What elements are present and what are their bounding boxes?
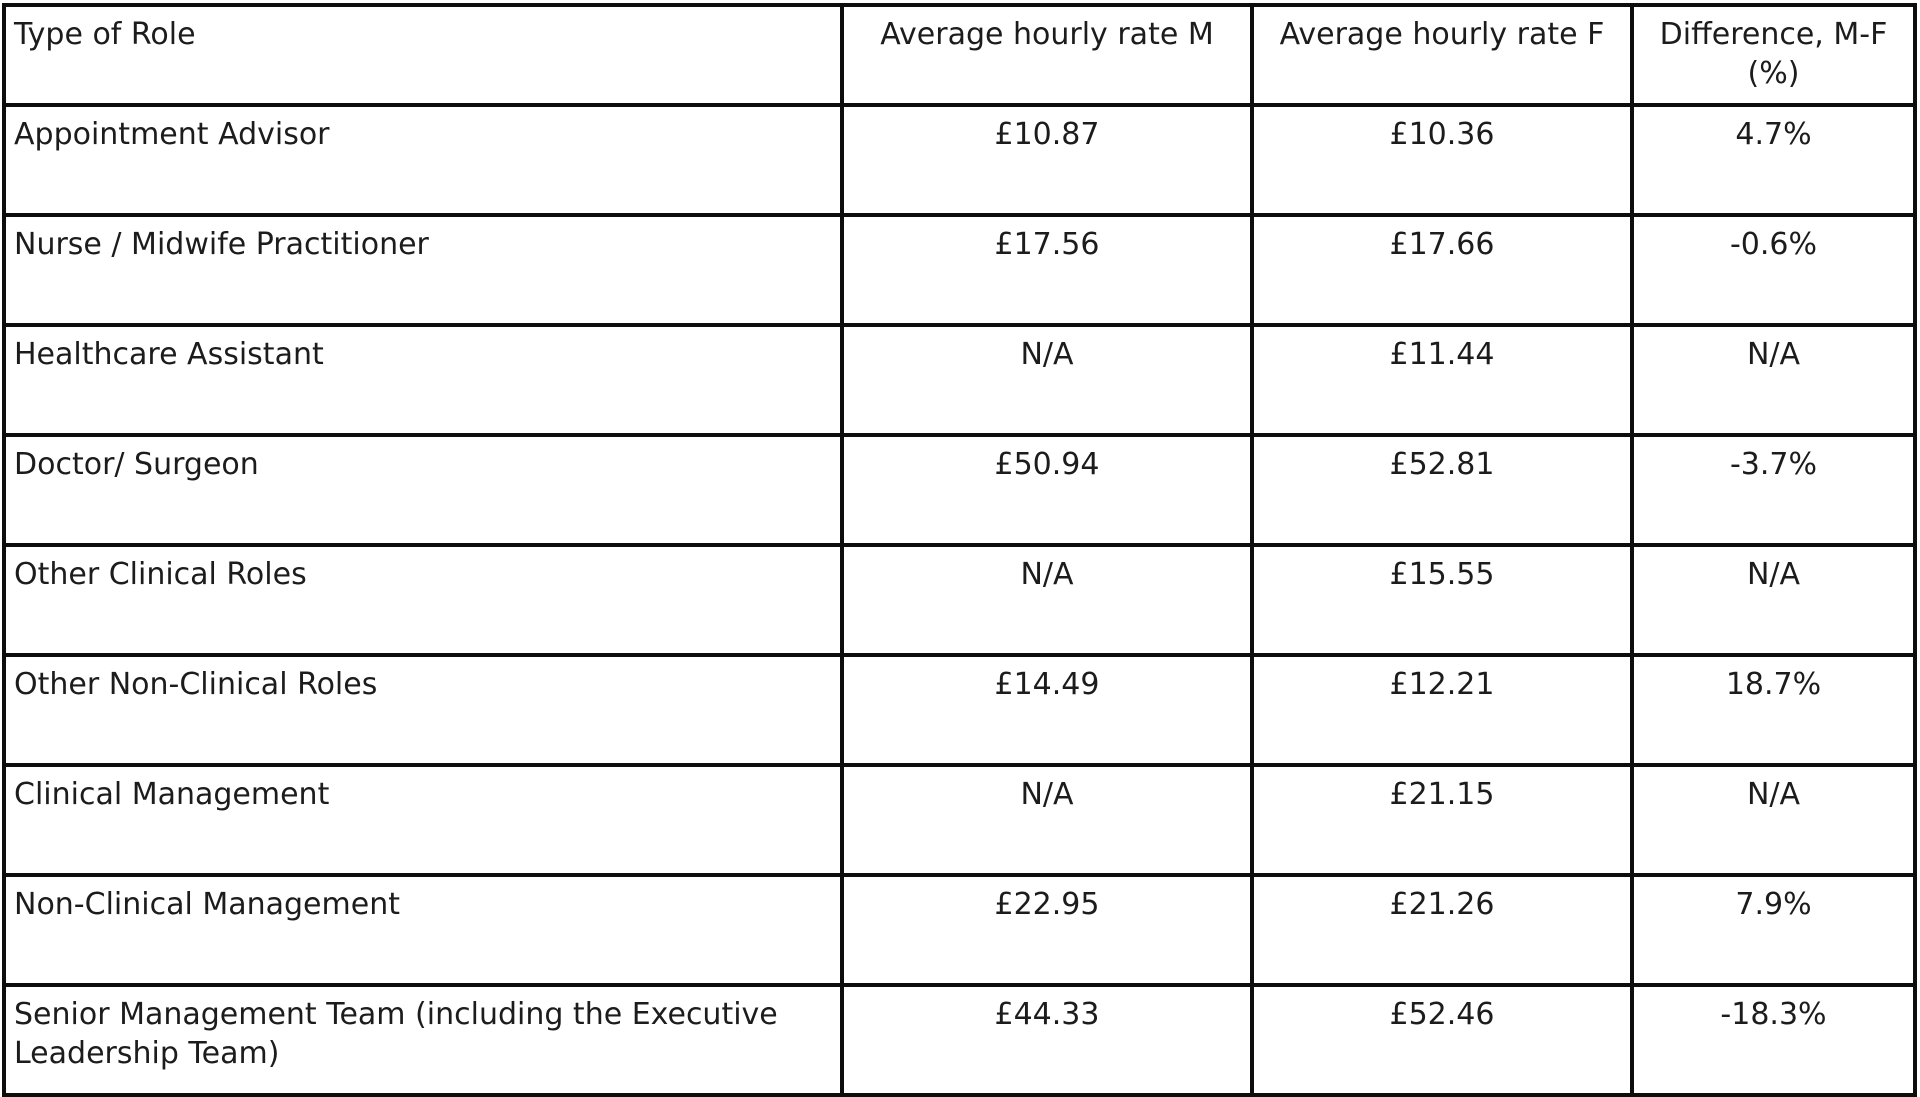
- rate-f-cell: £21.15: [1250, 763, 1634, 877]
- header-difference-m-f: Difference, M-F (%): [1630, 3, 1917, 107]
- table-row: Clinical Management N/A £21.15 N/A: [2, 763, 1917, 877]
- rate-m-cell: £14.49: [840, 653, 1254, 767]
- rate-m-cell: £44.33: [840, 983, 1254, 1097]
- table-header-row: Type of Role Average hourly rate M Avera…: [2, 3, 1917, 107]
- diff-cell: -18.3%: [1630, 983, 1917, 1097]
- rate-m-cell: £22.95: [840, 873, 1254, 987]
- table-row: Nurse / Midwife Practitioner £17.56 £17.…: [2, 213, 1917, 327]
- rate-f-cell: £11.44: [1250, 323, 1634, 437]
- diff-cell: 4.7%: [1630, 103, 1917, 217]
- rate-m-cell: £50.94: [840, 433, 1254, 547]
- hourly-rate-table: Type of Role Average hourly rate M Avera…: [2, 3, 1917, 1097]
- role-cell: Healthcare Assistant: [2, 323, 844, 437]
- rate-m-cell: N/A: [840, 323, 1254, 437]
- diff-cell: N/A: [1630, 543, 1917, 657]
- rate-f-cell: £21.26: [1250, 873, 1634, 987]
- table-row: Non-Clinical Management £22.95 £21.26 7.…: [2, 873, 1917, 987]
- rate-f-cell: £12.21: [1250, 653, 1634, 767]
- table-row: Other Clinical Roles N/A £15.55 N/A: [2, 543, 1917, 657]
- role-cell: Nurse / Midwife Practitioner: [2, 213, 844, 327]
- table-row: Doctor/ Surgeon £50.94 £52.81 -3.7%: [2, 433, 1917, 547]
- table-row: Other Non-Clinical Roles £14.49 £12.21 1…: [2, 653, 1917, 767]
- role-cell: Other Non-Clinical Roles: [2, 653, 844, 767]
- role-cell: Senior Management Team (including the Ex…: [2, 983, 844, 1097]
- role-cell: Clinical Management: [2, 763, 844, 877]
- role-cell: Doctor/ Surgeon: [2, 433, 844, 547]
- role-cell: Non-Clinical Management: [2, 873, 844, 987]
- rate-m-cell: N/A: [840, 763, 1254, 877]
- rate-f-cell: £52.46: [1250, 983, 1634, 1097]
- rate-f-cell: £15.55: [1250, 543, 1634, 657]
- table-row: Appointment Advisor £10.87 £10.36 4.7%: [2, 103, 1917, 217]
- rate-f-cell: £52.81: [1250, 433, 1634, 547]
- header-type-of-role: Type of Role: [2, 3, 844, 107]
- rate-f-cell: £10.36: [1250, 103, 1634, 217]
- rate-m-cell: £17.56: [840, 213, 1254, 327]
- diff-cell: 7.9%: [1630, 873, 1917, 987]
- rate-f-cell: £17.66: [1250, 213, 1634, 327]
- diff-cell: N/A: [1630, 763, 1917, 877]
- header-average-hourly-rate-m: Average hourly rate M: [840, 3, 1254, 107]
- diff-cell: -0.6%: [1630, 213, 1917, 327]
- diff-cell: 18.7%: [1630, 653, 1917, 767]
- diff-cell: N/A: [1630, 323, 1917, 437]
- rate-m-cell: £10.87: [840, 103, 1254, 217]
- header-average-hourly-rate-f: Average hourly rate F: [1250, 3, 1634, 107]
- role-cell: Appointment Advisor: [2, 103, 844, 217]
- role-cell: Other Clinical Roles: [2, 543, 844, 657]
- table-row: Senior Management Team (including the Ex…: [2, 983, 1917, 1097]
- table-row: Healthcare Assistant N/A £11.44 N/A: [2, 323, 1917, 437]
- rate-m-cell: N/A: [840, 543, 1254, 657]
- diff-cell: -3.7%: [1630, 433, 1917, 547]
